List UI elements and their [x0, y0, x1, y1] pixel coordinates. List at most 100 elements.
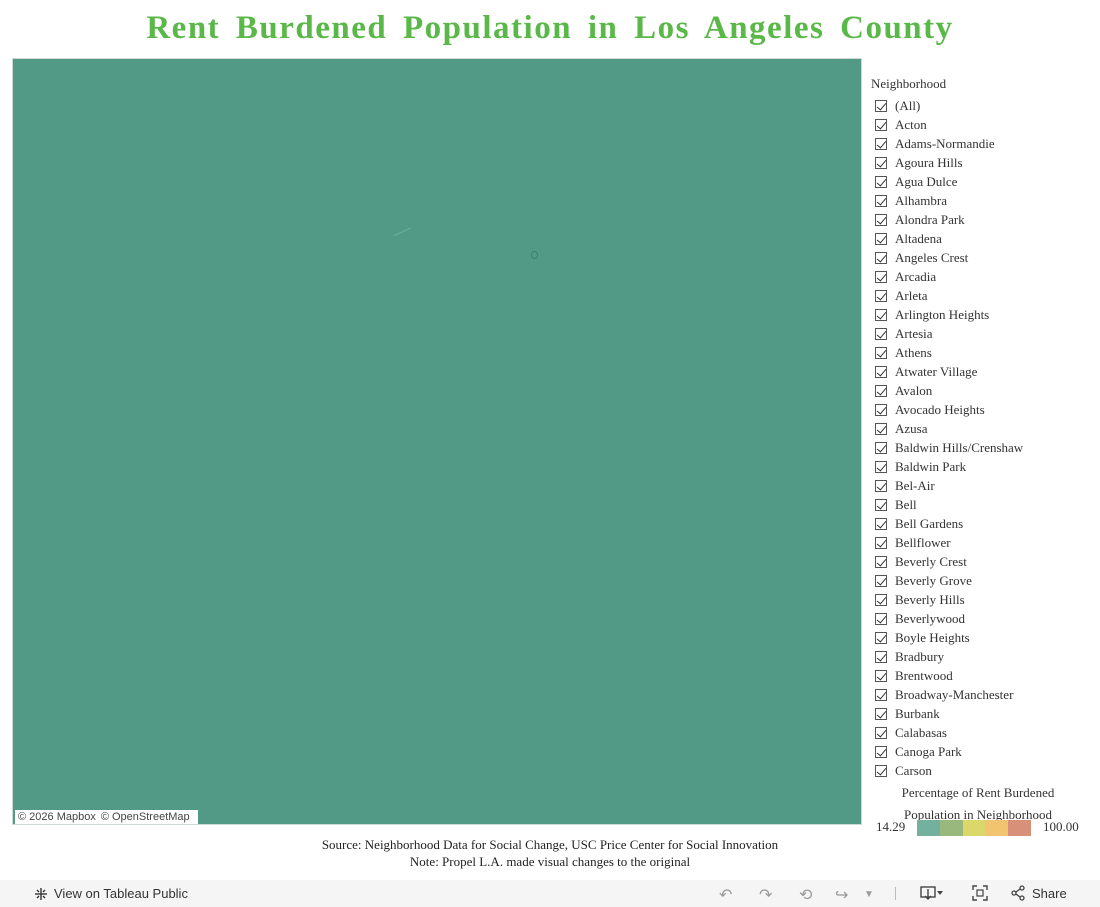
checkbox-checked-icon[interactable]: [875, 384, 887, 397]
filter-item[interactable]: Baldwin Park: [871, 457, 1096, 476]
checkbox-checked-icon[interactable]: [875, 327, 887, 340]
checkbox-checked-icon[interactable]: [875, 726, 887, 739]
filter-item[interactable]: Alondra Park: [871, 210, 1096, 229]
filter-item[interactable]: Canoga Park: [871, 742, 1096, 761]
filter-item[interactable]: Baldwin Hills/Crenshaw: [871, 438, 1096, 457]
filter-item[interactable]: Alhambra: [871, 191, 1096, 210]
checkbox-checked-icon[interactable]: [875, 517, 887, 530]
filter-item-label: Bellflower: [895, 534, 951, 550]
filter-item[interactable]: Artesia: [871, 324, 1096, 343]
checkbox-checked-icon[interactable]: [875, 441, 887, 454]
filter-item[interactable]: Broadway-Manchester: [871, 685, 1096, 704]
checkbox-checked-icon[interactable]: [875, 479, 887, 492]
filter-item[interactable]: Avalon: [871, 381, 1096, 400]
filter-item[interactable]: Calabasas: [871, 723, 1096, 742]
filter-item[interactable]: Beverly Grove: [871, 571, 1096, 590]
filter-item[interactable]: Adams-Normandie: [871, 134, 1096, 153]
filter-item[interactable]: Beverly Crest: [871, 552, 1096, 571]
checkbox-checked-icon[interactable]: [875, 118, 887, 131]
filter-item-label: Canoga Park: [895, 743, 962, 759]
checkbox-checked-icon[interactable]: [875, 669, 887, 682]
filter-item[interactable]: Bellflower: [871, 533, 1096, 552]
checkbox-checked-icon[interactable]: [875, 555, 887, 568]
fullscreen-icon[interactable]: [972, 885, 988, 906]
footer-notes: Source: Neighborhood Data for Social Cha…: [0, 836, 1100, 870]
download-icon[interactable]: [920, 885, 944, 906]
filter-item-label: Alondra Park: [895, 211, 965, 227]
checkbox-checked-icon[interactable]: [875, 498, 887, 511]
filter-item[interactable]: Avocado Heights: [871, 400, 1096, 419]
checkbox-checked-icon[interactable]: [875, 593, 887, 606]
filter-item-label: Agua Dulce: [895, 173, 958, 189]
undo-icon[interactable]: ↶: [719, 887, 733, 904]
revert-icon[interactable]: ⟲: [799, 887, 813, 904]
checkbox-checked-icon[interactable]: [875, 213, 887, 226]
checkbox-checked-icon[interactable]: [875, 99, 887, 112]
filter-item[interactable]: Athens: [871, 343, 1096, 362]
share-icon: [1011, 885, 1025, 901]
filter-item-label: Beverly Hills: [895, 591, 965, 607]
choropleth-map[interactable]: © 2026 Mapbox © OpenStreetMap: [12, 58, 862, 825]
checkbox-checked-icon[interactable]: [875, 270, 887, 283]
checkbox-checked-icon[interactable]: [875, 707, 887, 720]
filter-item[interactable]: Atwater Village: [871, 362, 1096, 381]
filter-item-label: Boyle Heights: [895, 629, 970, 645]
mapbox-attribution-link[interactable]: © 2026 Mapbox: [18, 811, 96, 823]
filter-item[interactable]: Carson: [871, 761, 1096, 780]
checkbox-checked-icon[interactable]: [875, 612, 887, 625]
redo-icon[interactable]: ↷: [759, 887, 773, 904]
filter-item[interactable]: Acton: [871, 115, 1096, 134]
filter-item[interactable]: (All): [871, 96, 1096, 115]
checkbox-checked-icon[interactable]: [875, 289, 887, 302]
checkbox-checked-icon[interactable]: [875, 631, 887, 644]
checkbox-checked-icon[interactable]: [875, 137, 887, 150]
filter-item[interactable]: Bradbury: [871, 647, 1096, 666]
view-on-tableau-button[interactable]: View on Tableau Public: [34, 886, 188, 901]
checkbox-checked-icon[interactable]: [875, 175, 887, 188]
legend-min-label: 14.29: [876, 819, 906, 834]
filter-item-label: Angeles Crest: [895, 249, 969, 265]
filter-item[interactable]: Arleta: [871, 286, 1096, 305]
checkbox-checked-icon[interactable]: [875, 156, 887, 169]
tableau-toolbar: View on Tableau Public ↶ ↷ ⟲ ↪ ▼ Share: [0, 880, 1100, 907]
filter-item[interactable]: Agoura Hills: [871, 153, 1096, 172]
filter-item-label: Azusa: [895, 420, 928, 436]
filter-item[interactable]: Angeles Crest: [871, 248, 1096, 267]
filter-item[interactable]: Beverlywood: [871, 609, 1096, 628]
checkbox-checked-icon[interactable]: [875, 688, 887, 701]
checkbox-checked-icon[interactable]: [875, 764, 887, 777]
checkbox-checked-icon[interactable]: [875, 650, 887, 663]
checkbox-checked-icon[interactable]: [875, 308, 887, 321]
filter-item[interactable]: Arlington Heights: [871, 305, 1096, 324]
checkbox-checked-icon[interactable]: [875, 574, 887, 587]
checkbox-checked-icon[interactable]: [875, 460, 887, 473]
checkbox-checked-icon[interactable]: [875, 745, 887, 758]
filter-item[interactable]: Bel-Air: [871, 476, 1096, 495]
filter-item[interactable]: Agua Dulce: [871, 172, 1096, 191]
map-attribution[interactable]: © 2026 Mapbox © OpenStreetMap: [15, 810, 198, 824]
checkbox-checked-icon[interactable]: [875, 232, 887, 245]
checkbox-checked-icon[interactable]: [875, 251, 887, 264]
checkbox-checked-icon[interactable]: [875, 403, 887, 416]
filter-item-label: Baldwin Park: [895, 458, 967, 474]
checkbox-checked-icon[interactable]: [875, 536, 887, 549]
filter-item[interactable]: Bell: [871, 495, 1096, 514]
checkbox-checked-icon[interactable]: [875, 346, 887, 359]
filter-item[interactable]: Burbank: [871, 704, 1096, 723]
checkbox-checked-icon[interactable]: [875, 422, 887, 435]
filter-item[interactable]: Brentwood: [871, 666, 1096, 685]
checkbox-checked-icon[interactable]: [875, 194, 887, 207]
checkbox-checked-icon[interactable]: [875, 365, 887, 378]
filter-item[interactable]: Azusa: [871, 419, 1096, 438]
filter-item[interactable]: Beverly Hills: [871, 590, 1096, 609]
filter-item[interactable]: Arcadia: [871, 267, 1096, 286]
share-button[interactable]: Share: [1010, 885, 1067, 901]
filter-item-label: Bell Gardens: [895, 515, 964, 531]
refresh-icon[interactable]: ↪: [835, 887, 849, 904]
filter-item[interactable]: Altadena: [871, 229, 1096, 248]
chevron-down-icon[interactable]: ▼: [864, 889, 874, 900]
filter-item[interactable]: Bell Gardens: [871, 514, 1096, 533]
osm-attribution-link[interactable]: © OpenStreetMap: [100, 811, 190, 823]
filter-item[interactable]: Boyle Heights: [871, 628, 1096, 647]
map-feature-dot: [531, 251, 538, 259]
